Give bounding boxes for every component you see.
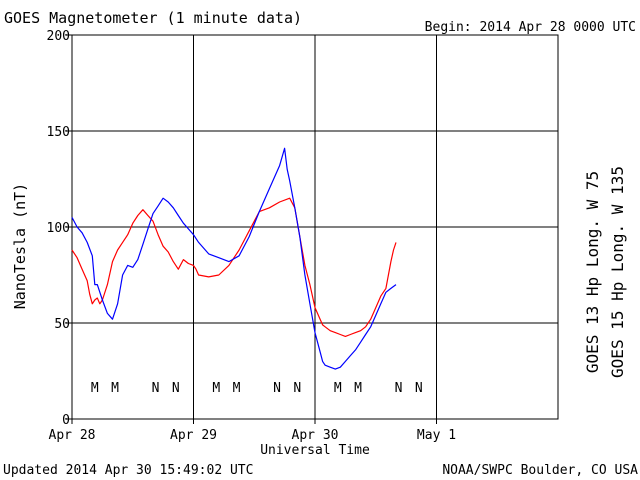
event-marker-n: N [293,381,301,396]
event-marker-m: M [91,381,99,396]
y-tick-label: 200 [47,29,70,44]
begin-label: Begin: 2014 Apr 28 0000 UTC [425,20,636,35]
event-marker-m: M [233,381,241,396]
series-line-goes13 [71,197,397,337]
event-marker-n: N [395,381,403,396]
legend-goes15: GOES 15 Hp Long. W 135 [608,166,627,378]
chart-title: GOES Magnetometer (1 minute data) [4,9,302,27]
y-axis-ticks: 0 50 100 150 200 [47,29,72,428]
x-tick-label: May 1 [417,428,456,443]
footer-source: NOAA/SWPC Boulder, CO USA [442,463,638,478]
y-tick-label: 0 [62,413,70,428]
y-tick-label: 50 [54,317,70,332]
event-marker-n: N [415,381,423,396]
x-tick-label: Apr 29 [170,428,217,443]
event-marker-n: N [152,381,160,396]
y-tick-label: 150 [47,125,70,140]
event-marker-n: N [172,381,180,396]
x-axis-label: Universal Time [260,443,370,458]
series-line-goes15 [71,147,397,370]
grid [72,35,558,419]
event-marker-m: M [334,381,342,396]
y-tick-label: 100 [47,221,70,236]
event-marker-m: M [212,381,220,396]
series-lines [71,147,397,370]
x-axis-ticks: Apr 28 Apr 29 Apr 30 May 1 [49,419,456,443]
event-marker-n: N [273,381,281,396]
y-axis-label: NanoTesla (nT) [11,183,29,309]
event-marker-m: M [111,381,119,396]
footer-updated: Updated 2014 Apr 30 15:49:02 UTC [3,463,253,478]
x-tick-label: Apr 28 [49,428,96,443]
x-tick-label: Apr 30 [292,428,339,443]
legend-goes13: GOES 13 Hp Long. W 75 [583,171,602,373]
event-marker-m: M [354,381,362,396]
